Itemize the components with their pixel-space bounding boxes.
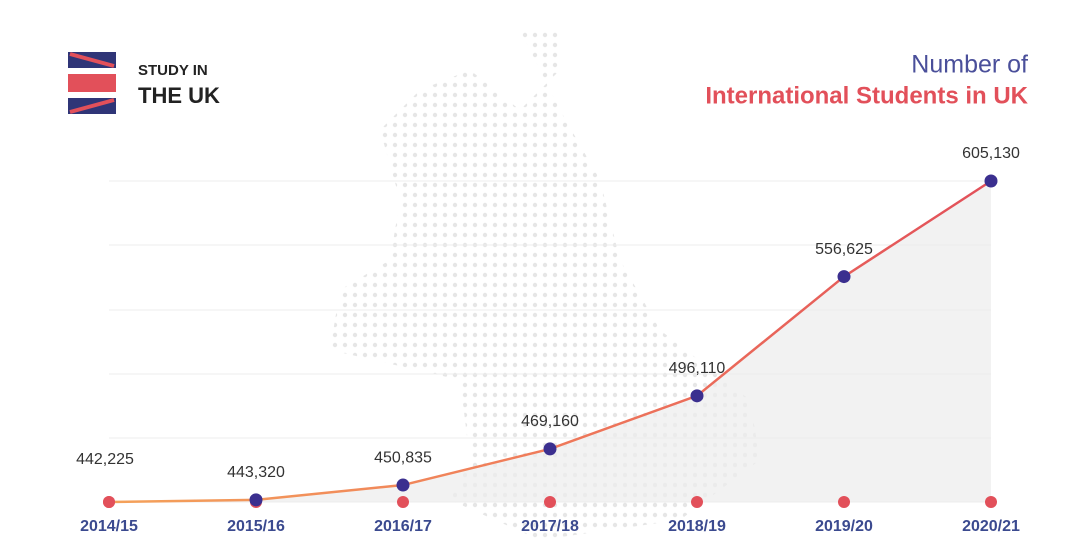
x-tick-label: 2019/20 xyxy=(815,518,873,535)
chart-title: Number of xyxy=(911,51,1028,79)
brand-line2: THE UK xyxy=(138,83,220,108)
category-dot xyxy=(691,496,703,508)
point xyxy=(690,389,704,403)
category-dot xyxy=(985,496,997,508)
x-tick-label: 2018/19 xyxy=(668,518,726,535)
value-label: 442,225 xyxy=(76,451,134,468)
category-dot xyxy=(397,496,409,508)
x-tick-label: 2017/18 xyxy=(521,518,579,535)
chart-subtitle: International Students in UK xyxy=(705,82,1028,109)
value-label: 556,625 xyxy=(815,241,873,258)
brand-line1: STUDY IN xyxy=(138,62,208,79)
flag-icon xyxy=(68,52,116,114)
value-label: 443,320 xyxy=(227,464,285,481)
category-dot xyxy=(838,496,850,508)
x-tick-label: 2020/21 xyxy=(962,518,1020,535)
point xyxy=(543,442,557,456)
value-label: 496,110 xyxy=(669,360,726,377)
point xyxy=(837,270,851,284)
area xyxy=(109,181,991,502)
point xyxy=(396,478,410,492)
point xyxy=(249,493,263,507)
point xyxy=(103,496,115,508)
x-tick-label: 2015/16 xyxy=(227,518,285,535)
value-label: 450,835 xyxy=(374,449,432,466)
category-dot xyxy=(544,496,556,508)
point xyxy=(984,174,998,188)
value-label: 469,160 xyxy=(521,413,579,430)
x-tick-label: 2016/17 xyxy=(374,518,432,535)
x-tick-label: 2014/15 xyxy=(80,518,138,535)
value-label: 605,130 xyxy=(962,145,1020,162)
